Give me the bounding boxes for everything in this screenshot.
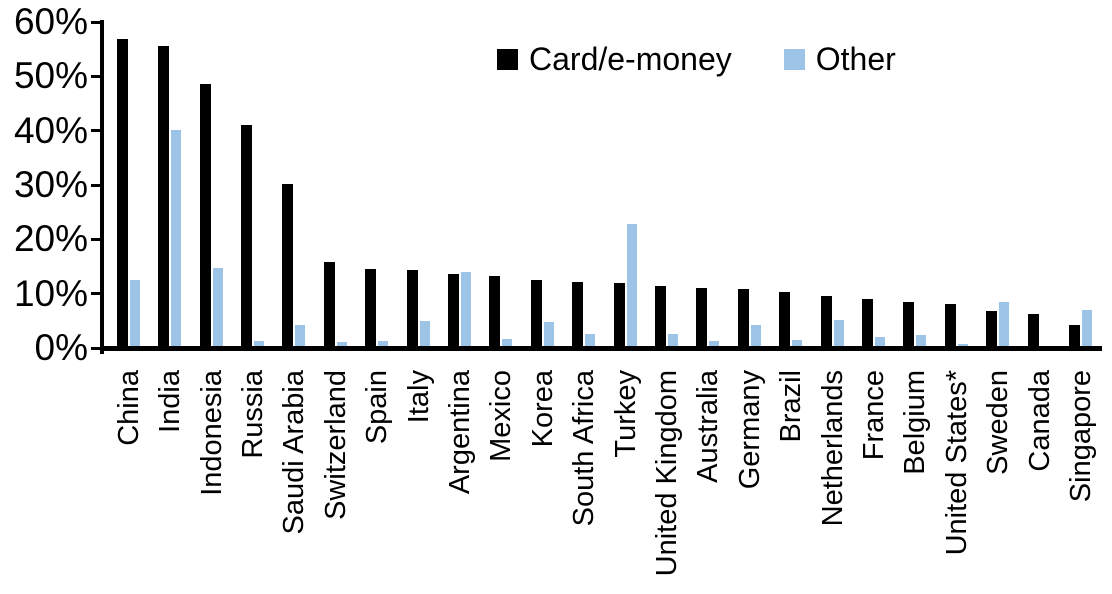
bar-card-emoney	[240, 125, 252, 346]
bar-card-emoney	[861, 299, 873, 346]
bar-card-emoney	[654, 286, 666, 346]
x-axis-label: Mexico	[485, 370, 518, 462]
x-axis-label: Germany	[733, 370, 766, 490]
bar-other	[212, 267, 223, 346]
y-axis-tick	[91, 74, 104, 78]
x-axis-label: Turkey	[609, 370, 642, 458]
bar-card-emoney	[820, 296, 832, 346]
y-axis-tick-label: 30%	[13, 164, 88, 205]
bar-other	[253, 340, 264, 346]
bar-other	[419, 321, 430, 346]
x-axis-label: Korea	[526, 370, 559, 448]
bar-card-emoney	[447, 273, 459, 346]
bar-card-emoney	[116, 39, 128, 346]
bar-card-emoney	[406, 269, 418, 346]
bar-other	[833, 319, 844, 346]
other-swatch-icon	[783, 48, 805, 70]
bar-card-emoney	[199, 83, 211, 346]
bar-card-emoney	[696, 287, 708, 346]
bar-other	[543, 321, 554, 346]
bar-card-emoney	[158, 46, 170, 346]
bar-other	[709, 340, 720, 346]
y-axis-tick-label: 10%	[13, 272, 88, 314]
x-axis-label: United States*	[940, 370, 973, 556]
x-axis-label: Netherlands	[816, 370, 849, 527]
bar-other	[792, 340, 803, 346]
bar-card-emoney	[282, 184, 294, 346]
bar-card-emoney	[779, 291, 791, 346]
x-axis-label: Belgium	[899, 370, 932, 475]
bar-card-emoney	[489, 276, 501, 346]
y-axis-tick	[91, 292, 104, 296]
y-axis-line	[100, 20, 104, 354]
y-axis-tick	[91, 346, 104, 350]
bar-other	[916, 335, 927, 346]
bar-card-emoney	[323, 262, 335, 346]
y-axis-tick-label: 60%	[13, 1, 88, 43]
legend: Card/e-money Other	[497, 42, 896, 76]
bar-other	[667, 333, 678, 346]
bar-other	[378, 341, 389, 346]
bar-card-emoney	[530, 279, 542, 346]
x-axis-label: Brazil	[775, 370, 808, 443]
legend-label-other: Other	[815, 41, 896, 77]
bar-other	[129, 280, 140, 346]
x-axis-label: South Africa	[568, 370, 601, 527]
x-axis-label: India	[154, 370, 187, 433]
bar-other	[295, 325, 306, 346]
y-axis-tick	[91, 20, 104, 24]
x-axis-label: Singapore	[1064, 370, 1097, 503]
x-axis-label: Canada	[1023, 370, 1056, 472]
bar-other	[750, 324, 761, 346]
x-axis-label: Argentina	[443, 370, 476, 495]
x-axis-label: Italy	[402, 370, 435, 424]
legend-label-card-emoney: Card/e-money	[529, 41, 732, 77]
y-axis-tick-label: 50%	[13, 55, 88, 97]
card-emoney-swatch-icon	[497, 48, 518, 70]
bar-other	[999, 301, 1010, 346]
bar-other	[626, 223, 637, 346]
bar-other	[1081, 310, 1092, 346]
bar-other	[874, 337, 885, 346]
y-axis-tick-label: 0%	[34, 327, 88, 368]
x-axis-label: United Kingdom	[650, 370, 683, 577]
legend-item-card-emoney: Card/e-money	[497, 42, 732, 76]
x-axis-label: China	[112, 370, 145, 446]
bar-card-emoney	[613, 282, 625, 346]
y-axis-tick-label: 20%	[13, 218, 88, 260]
bar-other	[585, 333, 596, 346]
bar-other	[460, 271, 471, 346]
bar-card-emoney	[986, 310, 998, 346]
bar-card-emoney	[572, 282, 584, 346]
bar-card-emoney	[1027, 313, 1039, 346]
bar-card-emoney	[737, 288, 749, 346]
y-axis-tick-label: 40%	[13, 109, 88, 151]
x-axis-label: Saudi Arabia	[278, 370, 311, 535]
x-axis-label: Indonesia	[195, 370, 228, 496]
bar-other	[957, 343, 968, 346]
bar-card-emoney	[1068, 325, 1080, 346]
x-axis-label: Australia	[692, 370, 725, 483]
y-axis-tick	[91, 237, 104, 241]
bar-other	[502, 338, 513, 346]
bar-other	[336, 342, 347, 346]
y-axis-tick	[91, 183, 104, 187]
bar-card-emoney	[944, 303, 956, 346]
bar-other	[171, 130, 182, 346]
x-axis-label: Sweden	[982, 370, 1015, 475]
x-axis-line	[100, 346, 1102, 351]
x-axis-label: Russia	[236, 370, 269, 459]
bar-card-emoney	[903, 301, 915, 346]
bar-card-emoney	[365, 268, 377, 346]
x-axis-label: Spain	[361, 370, 394, 445]
legend-item-other: Other	[783, 41, 896, 77]
x-axis-label: Switzerland	[319, 370, 352, 520]
x-axis-label: France	[857, 370, 890, 461]
y-axis-tick	[91, 129, 104, 133]
